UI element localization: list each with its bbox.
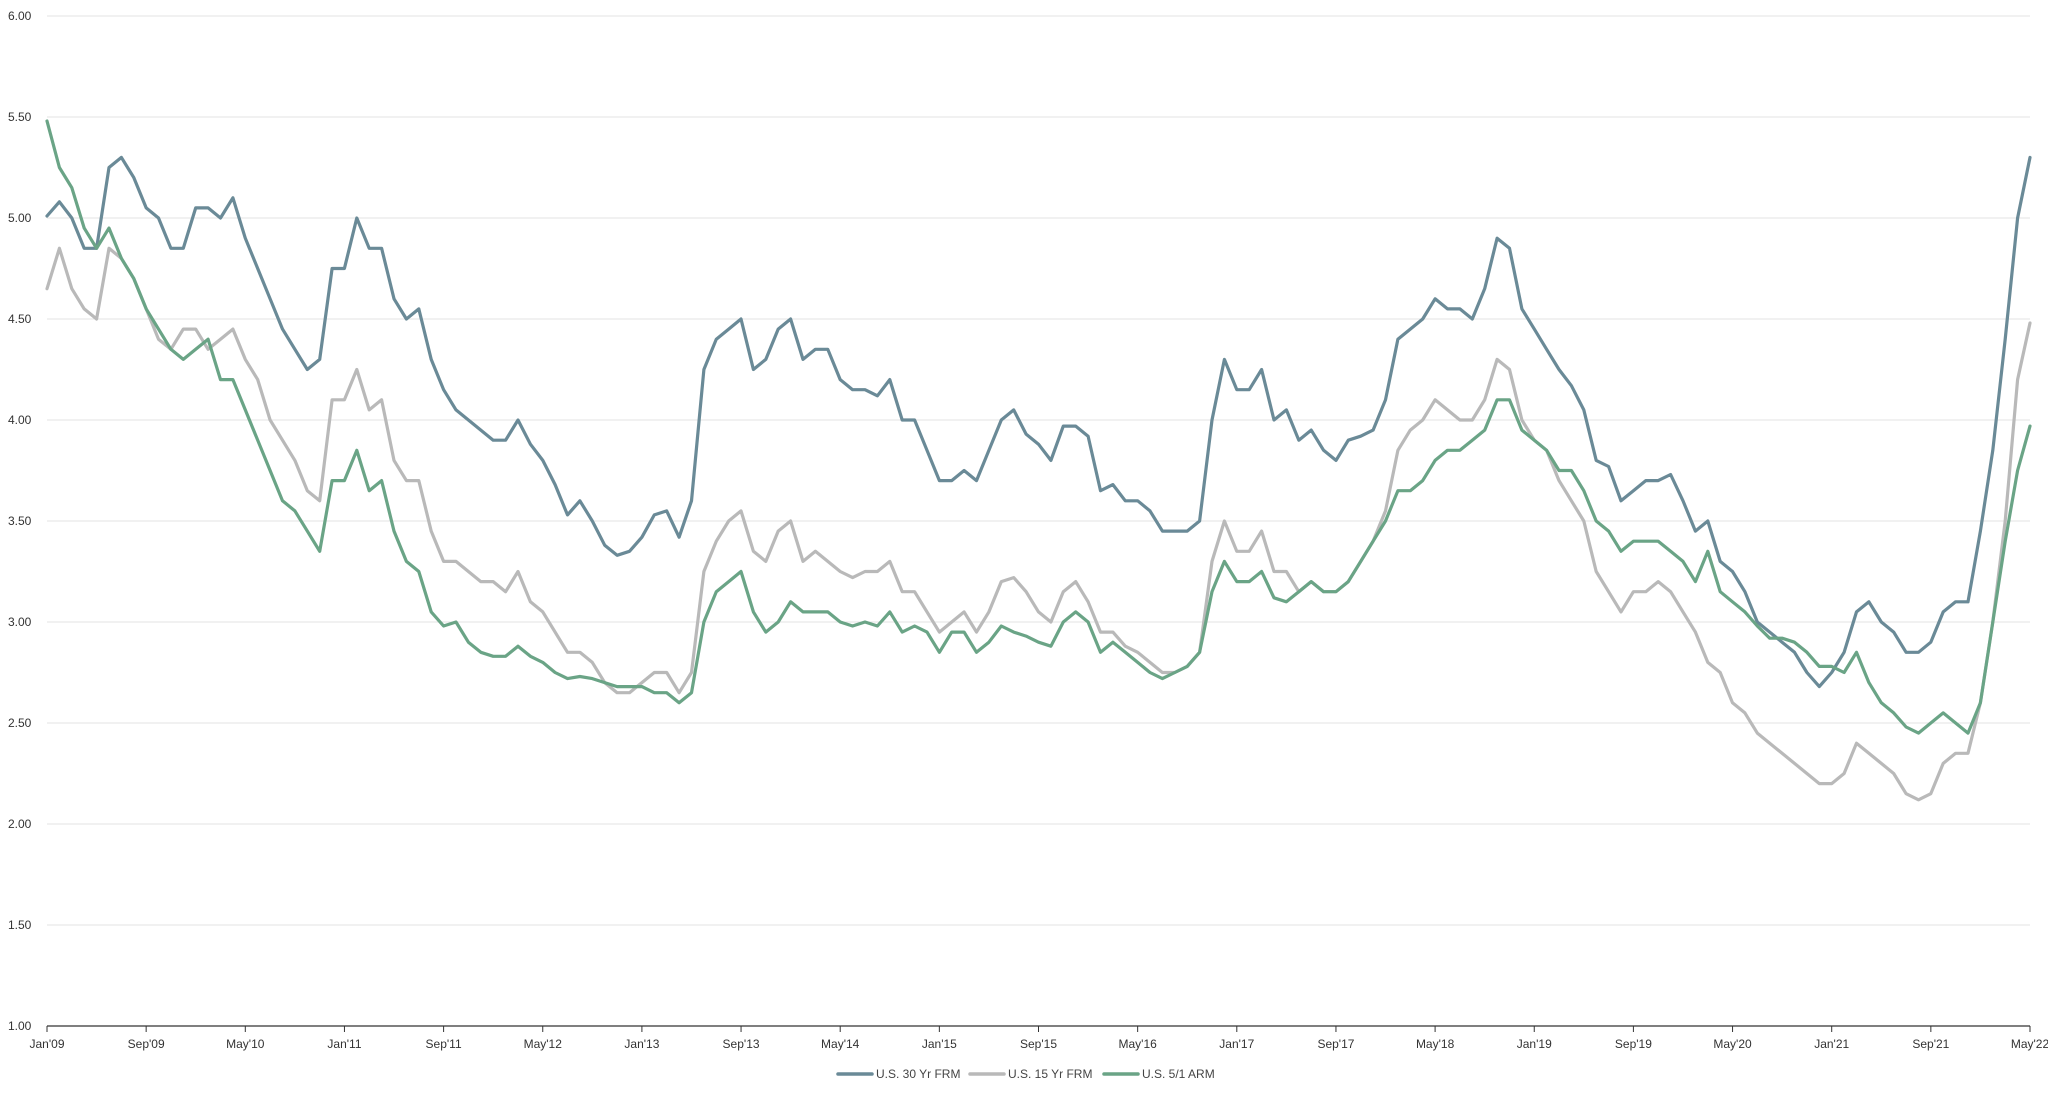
series-line-3 — [45, 119, 2032, 735]
x-tick-label: May'16 — [1118, 1037, 1157, 1051]
series-lines — [45, 119, 2032, 802]
x-tick-label: Jan'13 — [624, 1037, 659, 1051]
x-tick-label: Jan'09 — [30, 1037, 65, 1051]
y-tick-label: 2.50 — [8, 716, 32, 730]
x-tick-label: Sep'15 — [1020, 1037, 1057, 1051]
series-line-2 — [45, 246, 2032, 802]
y-tick-label: 1.50 — [8, 918, 32, 932]
legend-item: U.S. 15 Yr FRM — [968, 1067, 1092, 1081]
legend-label: U.S. 30 Yr FRM — [876, 1067, 960, 1081]
series-line-1 — [45, 155, 2032, 689]
y-tick-label: 4.00 — [8, 413, 32, 427]
x-tick-label: May'10 — [226, 1037, 265, 1051]
x-tick-label: Sep'17 — [1317, 1037, 1354, 1051]
x-tick-label: Sep'19 — [1615, 1037, 1652, 1051]
y-tick-label: 5.50 — [8, 110, 32, 124]
y-tick-label: 3.50 — [8, 514, 32, 528]
legend-label: U.S. 5/1 ARM — [1142, 1067, 1215, 1081]
legend-item: U.S. 30 Yr FRM — [836, 1067, 960, 1081]
legend-label: U.S. 15 Yr FRM — [1008, 1067, 1092, 1081]
y-axis-tick-labels: 1.00 1.50 2.00 2.50 3.00 3.50 4.00 4.50 5.00 5.50… — [8, 9, 32, 1033]
x-tick-label: Sep'09 — [128, 1037, 165, 1051]
y-tick-label: 6.00 — [8, 9, 32, 23]
x-axis-ticks: Jan'09 Sep'09 May'10 Jan'11 Sep'11 May'12 Jan'… — [30, 1026, 2048, 1051]
grid-lines — [47, 15, 2030, 926]
x-tick-label: Sep'13 — [723, 1037, 760, 1051]
x-tick-label: Sep'21 — [1912, 1037, 1949, 1051]
x-tick-label: Jan'21 — [1814, 1037, 1849, 1051]
x-tick-label: Jan'19 — [1517, 1037, 1552, 1051]
x-tick-label: May'14 — [821, 1037, 860, 1051]
x-tick-label: Jan'11 — [327, 1037, 361, 1051]
y-tick-label: 5.00 — [8, 211, 32, 225]
x-tick-label: Sep'11 — [426, 1037, 462, 1051]
x-tick-label: May'22 — [2011, 1037, 2048, 1051]
y-tick-label: 3.00 — [8, 615, 32, 629]
x-tick-label: May'12 — [524, 1037, 563, 1051]
x-tick-label: May'20 — [1713, 1037, 1752, 1051]
x-tick-label: Jan'17 — [1219, 1037, 1254, 1051]
x-tick-label: Jan'15 — [922, 1037, 957, 1051]
legend-item: U.S. 5/1 ARM — [1102, 1067, 1215, 1081]
x-tick-label: May'18 — [1416, 1037, 1455, 1051]
y-tick-label: 4.50 — [8, 312, 32, 326]
legend: U.S. 30 Yr FRM U.S. 15 Yr FRM U.S. 5/1 ARM — [836, 1067, 1215, 1081]
y-tick-label: 1.00 — [8, 1019, 32, 1033]
y-tick-label: 2.00 — [8, 817, 32, 831]
